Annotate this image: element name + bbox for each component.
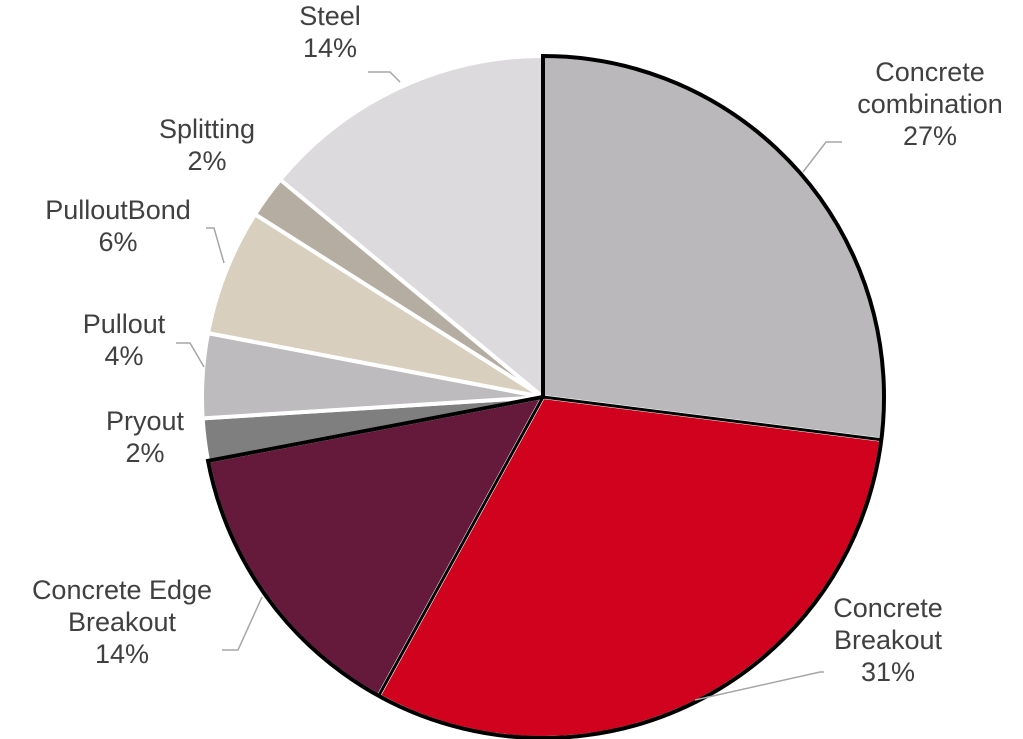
slice-value-label: 14% xyxy=(95,639,149,669)
slice-name-label: Pryout xyxy=(106,406,185,436)
slice-name-label: Steel xyxy=(299,1,361,31)
leader-line-concrete-edge-breakout xyxy=(222,596,263,651)
highlighted-slices-outline xyxy=(205,53,886,739)
slice-name-label: Breakout xyxy=(834,625,943,655)
slice-name-label: combination xyxy=(857,89,1003,119)
highlight-divider xyxy=(542,395,882,442)
slice-value-label: 27% xyxy=(903,121,957,151)
slice-name-label: Breakout xyxy=(68,607,177,637)
slice-value-label: 14% xyxy=(303,33,357,63)
slice-value-label: 31% xyxy=(861,657,915,687)
pie-slice-steel xyxy=(278,54,545,399)
slice-value-label: 6% xyxy=(98,227,137,257)
slice-value-label: 4% xyxy=(104,341,143,371)
slice-value-label: 2% xyxy=(125,438,164,468)
slices-layer xyxy=(200,54,886,739)
slice-name-label: Splitting xyxy=(159,114,255,144)
pie-slice-pulloutbond xyxy=(206,212,545,399)
leader-line-pulloutbond xyxy=(206,227,225,264)
leader-line-concrete-combination xyxy=(802,141,842,173)
pie-slice-concrete-combination xyxy=(541,54,886,442)
slice-name-label: Pullout xyxy=(83,309,166,339)
slice-name-label: Concrete Edge xyxy=(32,575,212,605)
slice-name-label: PulloutBond xyxy=(45,195,191,225)
slice-name-label: Concrete xyxy=(833,593,943,623)
leader-line-steel xyxy=(368,71,401,83)
leader-lines-layer xyxy=(176,71,842,701)
leader-line-pullout xyxy=(176,342,205,368)
labels-layer: Concretecombination27%ConcreteBreakout31… xyxy=(32,1,1003,687)
leader-line-concrete-breakout xyxy=(694,671,824,701)
slice-value-label: 2% xyxy=(187,146,226,176)
slice-name-label: Concrete xyxy=(875,57,985,87)
highlight-layer xyxy=(205,53,886,739)
highlight-divider xyxy=(377,396,545,697)
